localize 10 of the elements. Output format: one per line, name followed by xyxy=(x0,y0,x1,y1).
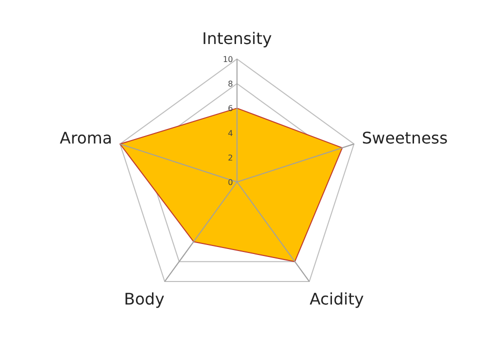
spoke-label: Aroma xyxy=(60,128,112,148)
y-tick-label: 0 xyxy=(228,178,233,187)
spoke-label: Intensity xyxy=(202,29,272,48)
spoke-label: Body xyxy=(124,289,164,308)
y-tick-label: 8 xyxy=(228,80,233,89)
spoke-label: Sweetness xyxy=(362,128,448,148)
y-tick-label: 4 xyxy=(228,128,233,138)
spoke-label: Acidity xyxy=(310,289,364,308)
y-tick-label: 2 xyxy=(228,153,233,162)
y-tick-label: 10 xyxy=(222,55,233,64)
